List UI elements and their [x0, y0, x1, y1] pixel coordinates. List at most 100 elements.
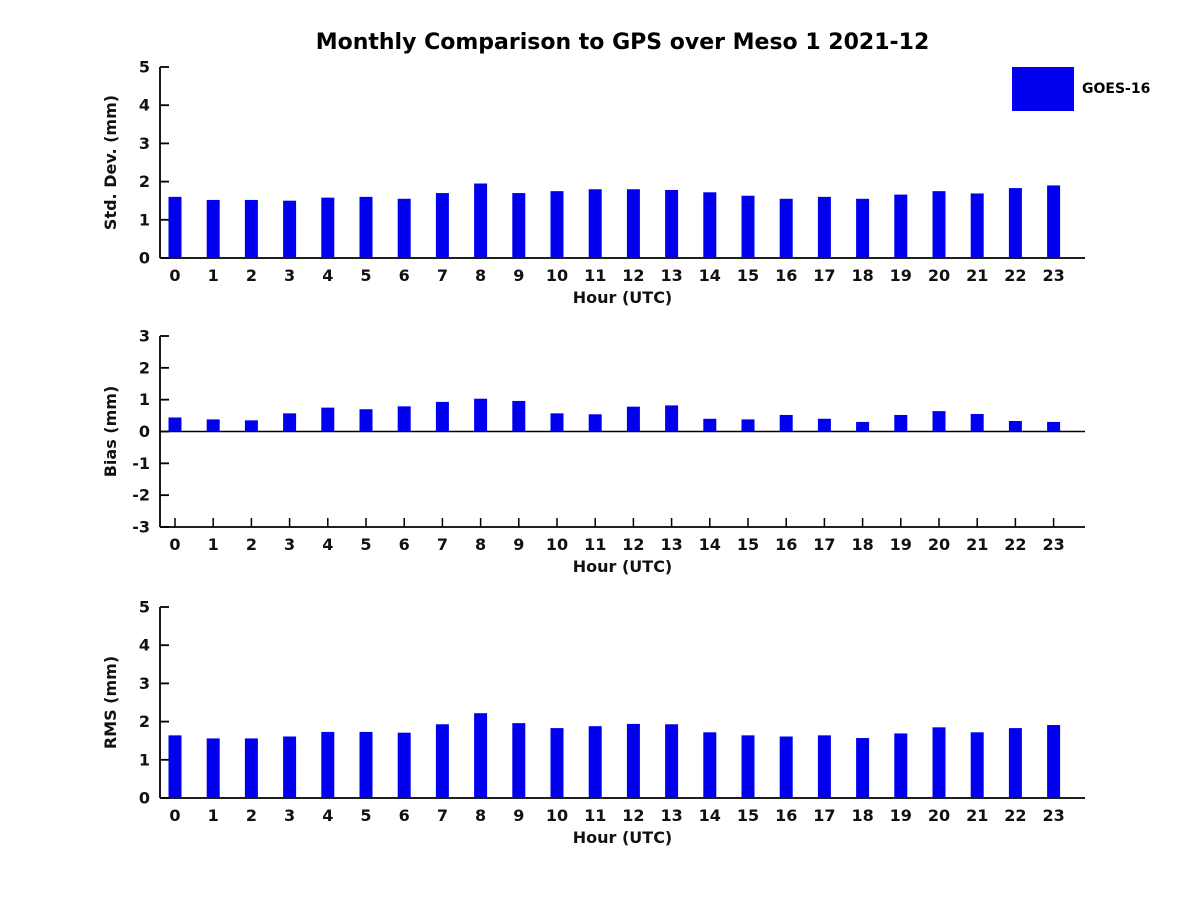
x-tick-label: 6 [399, 535, 410, 554]
bar [779, 198, 793, 258]
y-tick-label: 4 [139, 96, 150, 115]
bar [856, 198, 870, 258]
x-tick-label: 10 [546, 266, 568, 285]
bar [512, 723, 526, 798]
bar [856, 421, 870, 432]
y-tick-label: 1 [139, 210, 150, 229]
y-tick-label: 3 [139, 134, 150, 153]
bar [626, 406, 640, 432]
bar [856, 738, 870, 798]
bar [932, 191, 946, 258]
x-tick-label: 14 [699, 806, 721, 825]
x-tick-label: 6 [399, 266, 410, 285]
x-tick-label: 18 [851, 806, 873, 825]
bar [321, 407, 335, 432]
x-tick-label: 8 [475, 535, 486, 554]
bar [932, 411, 946, 432]
x-tick-label: 21 [966, 806, 988, 825]
bar [550, 413, 564, 432]
x-tick-label: 8 [475, 806, 486, 825]
x-tick-label: 22 [1004, 806, 1026, 825]
bar [703, 418, 717, 432]
bar [817, 196, 831, 258]
x-tick-label: 20 [928, 535, 950, 554]
bar [970, 193, 984, 258]
x-axis-label: Hour (UTC) [573, 288, 673, 307]
bar [359, 409, 373, 432]
x-tick-label: 13 [660, 535, 682, 554]
bar [397, 406, 411, 432]
bar [283, 200, 297, 258]
bar [588, 414, 602, 432]
bar [741, 735, 755, 798]
x-tick-label: 16 [775, 535, 797, 554]
bar [512, 193, 526, 258]
x-tick-label: 3 [284, 806, 295, 825]
x-tick-label: 20 [928, 266, 950, 285]
x-tick-label: 2 [246, 535, 257, 554]
y-tick-label: 2 [139, 712, 150, 731]
y-tick-label: -2 [132, 486, 150, 505]
x-axis-label: Hour (UTC) [573, 557, 673, 576]
chart-title: Monthly Comparison to GPS over Meso 1 20… [315, 30, 930, 55]
y-tick-label: 3 [139, 327, 150, 346]
y-tick-label: -3 [132, 518, 150, 537]
bar [359, 731, 373, 798]
bar [474, 183, 488, 258]
bar [894, 194, 908, 258]
x-tick-label: 18 [851, 535, 873, 554]
bar [970, 732, 984, 798]
y-tick-label: 5 [139, 58, 150, 77]
x-tick-label: 12 [622, 266, 644, 285]
x-tick-label: 12 [622, 535, 644, 554]
bar [779, 414, 793, 432]
x-tick-label: 17 [813, 806, 835, 825]
x-tick-label: 21 [966, 266, 988, 285]
bar [1047, 725, 1061, 798]
bar [741, 419, 755, 432]
x-tick-label: 9 [513, 535, 524, 554]
legend-swatch [1012, 67, 1074, 111]
bar [703, 192, 717, 258]
bar [321, 197, 335, 258]
x-tick-label: 4 [322, 806, 333, 825]
bar [970, 413, 984, 432]
bar [626, 723, 640, 798]
x-tick-label: 12 [622, 806, 644, 825]
bar [894, 414, 908, 432]
y-tick-label: 2 [139, 358, 150, 377]
x-tick-label: 8 [475, 266, 486, 285]
legend-label: GOES-16 [1082, 81, 1151, 97]
y-tick-label: 4 [139, 636, 150, 655]
legend: GOES-16 [1012, 67, 1150, 111]
bar [1008, 420, 1022, 432]
x-tick-label: 17 [813, 535, 835, 554]
bar [435, 193, 449, 258]
bar [244, 738, 258, 798]
x-tick-label: 15 [737, 535, 759, 554]
bar [283, 736, 297, 798]
x-tick-label: 0 [169, 266, 180, 285]
x-tick-label: 2 [246, 806, 257, 825]
x-tick-label: 14 [699, 535, 721, 554]
x-tick-label: 7 [437, 806, 448, 825]
bar [588, 189, 602, 258]
x-tick-label: 1 [208, 535, 219, 554]
x-tick-label: 18 [851, 266, 873, 285]
bar [206, 738, 220, 798]
x-tick-label: 23 [1042, 806, 1064, 825]
x-tick-label: 23 [1042, 266, 1064, 285]
bar [206, 199, 220, 258]
x-tick-label: 4 [322, 266, 333, 285]
bar [321, 731, 335, 798]
bar [435, 724, 449, 798]
bar [168, 735, 182, 798]
x-tick-label: 10 [546, 806, 568, 825]
y-tick-label: 0 [139, 789, 150, 808]
bar [894, 733, 908, 798]
x-tick-label: 3 [284, 535, 295, 554]
x-tick-label: 10 [546, 535, 568, 554]
